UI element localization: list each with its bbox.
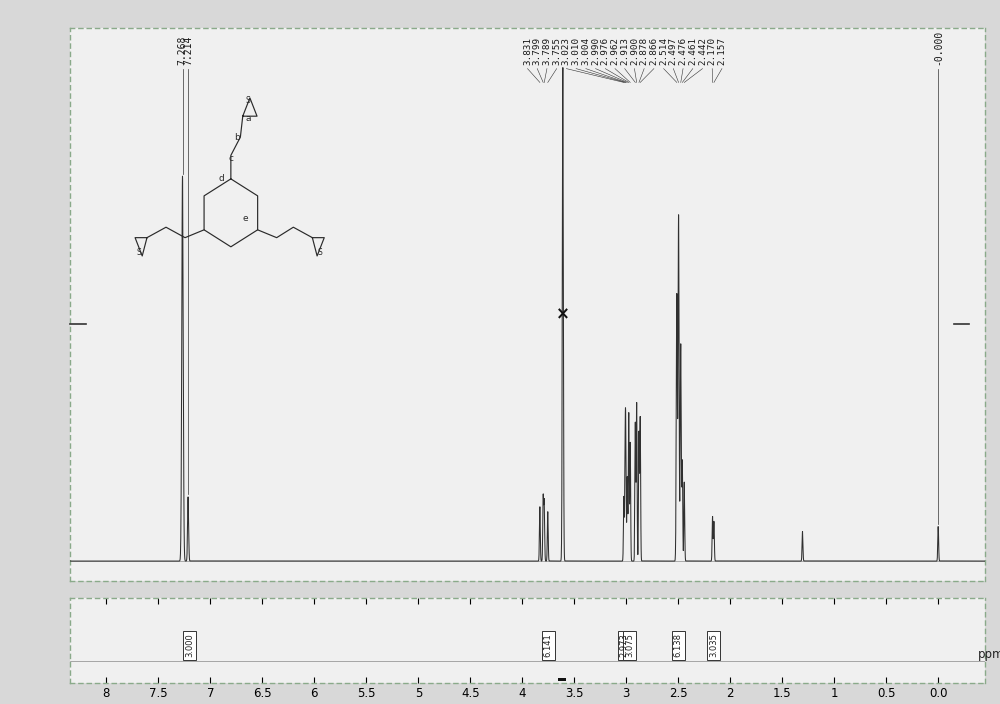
- Bar: [558, 679, 566, 681]
- Text: 3.075: 3.075: [625, 633, 634, 657]
- Text: 6.138: 6.138: [674, 633, 683, 657]
- Text: 2.913: 2.913: [620, 37, 629, 65]
- Text: 2.962: 2.962: [610, 37, 619, 65]
- Text: 2.157: 2.157: [717, 37, 726, 65]
- Text: 3.831: 3.831: [523, 37, 532, 65]
- Text: ppm: ppm: [978, 648, 1000, 660]
- Bar: [618, 631, 630, 660]
- Bar: [623, 631, 636, 660]
- Text: 2.461: 2.461: [688, 37, 697, 65]
- Bar: [707, 631, 720, 660]
- Text: 2.170: 2.170: [708, 37, 717, 65]
- Text: 7.268: 7.268: [178, 36, 188, 65]
- Text: -0.000: -0.000: [933, 30, 943, 65]
- Text: 3.755: 3.755: [552, 37, 561, 65]
- Text: 2.514: 2.514: [659, 37, 668, 65]
- Text: 3.035: 3.035: [709, 633, 718, 657]
- Text: 3.010: 3.010: [572, 37, 581, 65]
- Bar: [672, 631, 685, 660]
- Text: 3.023: 3.023: [562, 37, 571, 65]
- Text: 7.214: 7.214: [183, 36, 193, 65]
- Text: 2.497: 2.497: [669, 37, 678, 65]
- Bar: [542, 631, 555, 660]
- Text: 2.476: 2.476: [679, 37, 688, 65]
- Text: 3.000: 3.000: [185, 634, 194, 657]
- Text: 6.141: 6.141: [544, 634, 553, 657]
- Text: 3.789: 3.789: [542, 37, 551, 65]
- Text: 2.442: 2.442: [698, 37, 707, 65]
- Text: 2.878: 2.878: [640, 37, 649, 65]
- Text: 2.866: 2.866: [649, 37, 658, 65]
- Text: 3.799: 3.799: [533, 37, 542, 65]
- Text: 2.976: 2.976: [601, 37, 610, 65]
- Text: ×: ×: [556, 306, 570, 323]
- Text: 2.990: 2.990: [591, 37, 600, 65]
- Text: 2.973: 2.973: [619, 633, 628, 657]
- Text: 3.004: 3.004: [581, 37, 590, 65]
- Text: 2.900: 2.900: [630, 37, 639, 65]
- Bar: [183, 631, 196, 660]
